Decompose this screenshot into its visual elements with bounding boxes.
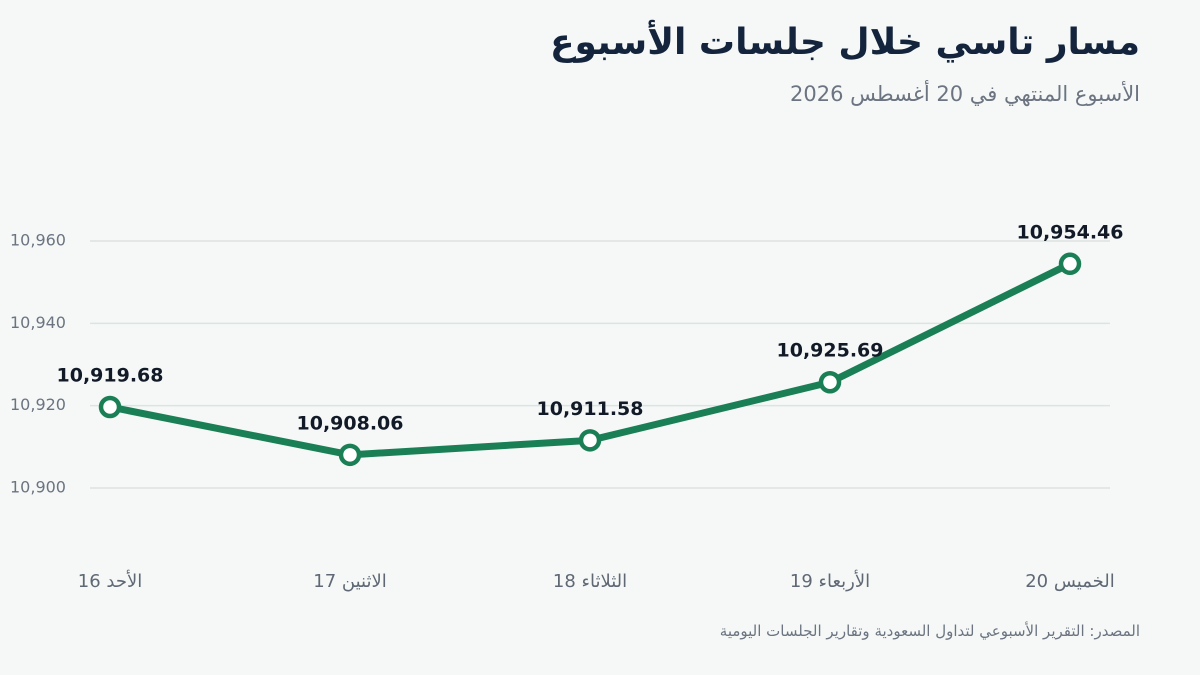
chart-title: مسار تاسي خلال جلسات الأسبوع [549, 22, 1140, 63]
y-tick-label: 10,940 [10, 313, 66, 332]
data-label: 10,954.46 [1017, 221, 1124, 243]
x-tick-label: الأحد 16 [78, 570, 142, 592]
y-tick-label: 10,900 [10, 478, 66, 497]
x-tick-label: الخميس 20 [1025, 571, 1115, 592]
y-tick-label: 10,960 [10, 231, 66, 250]
source-note: المصدر: التقرير الأسبوعي لتداول السعودية… [719, 622, 1140, 640]
data-label: 10,925.69 [777, 340, 884, 362]
point [578, 429, 602, 452]
point [1058, 252, 1082, 276]
point [818, 370, 842, 394]
point [338, 443, 362, 467]
data-label: 10,908.06 [297, 412, 404, 434]
line [106, 260, 1074, 459]
x-tick-label: الاثنين 17 [313, 571, 386, 592]
y-tick-label: 10,920 [10, 395, 66, 414]
data-label: 10,919.68 [57, 364, 164, 386]
point [98, 395, 122, 419]
x-tick-label: الثلاثاء 18 [553, 571, 627, 592]
x-tick-label: الأربعاء 19 [790, 570, 870, 592]
chart-subtitle: الأسبوع المنتهي في 20 أغسطس 2026 [789, 82, 1140, 106]
data-label: 10,911.58 [537, 398, 644, 420]
